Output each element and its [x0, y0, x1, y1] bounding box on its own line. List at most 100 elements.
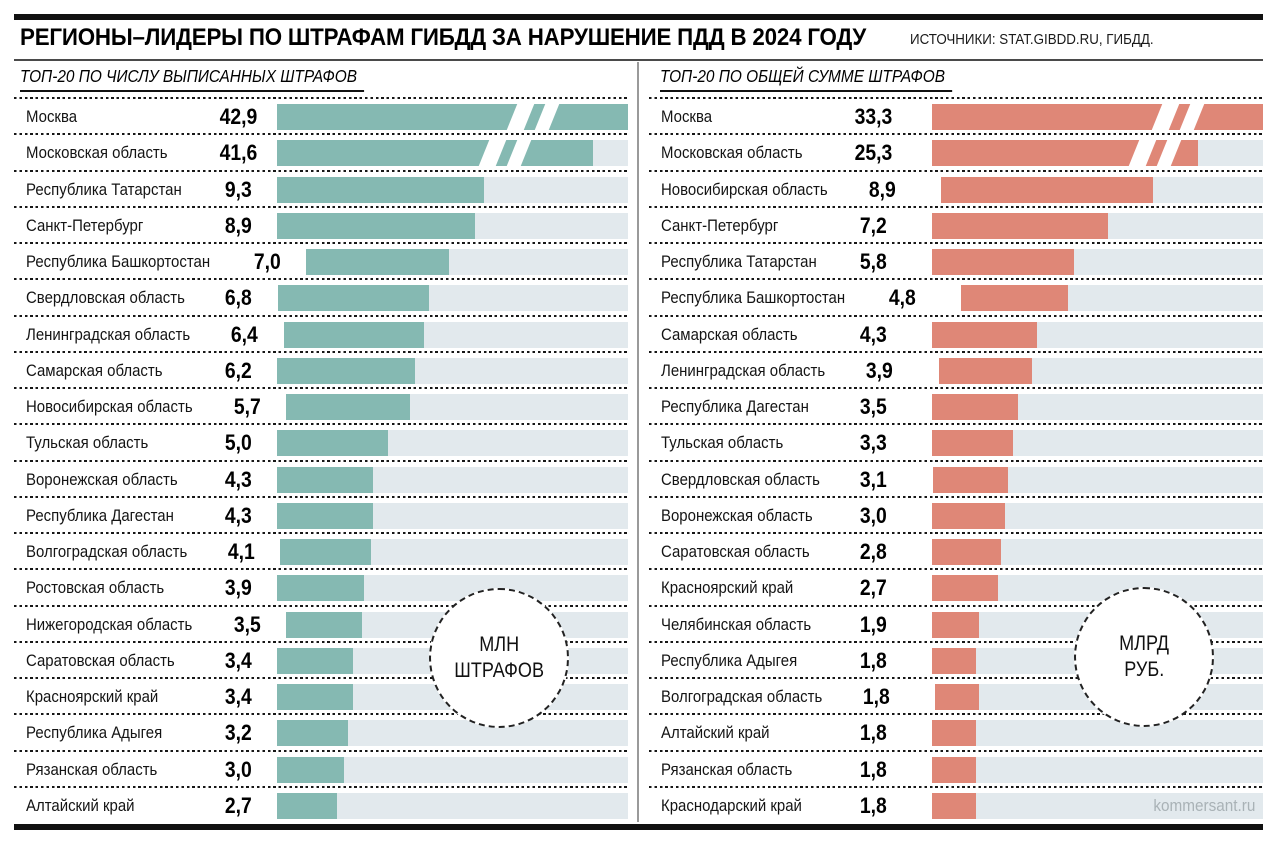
- row-band: Самарская область 4,3: [649, 321, 1263, 348]
- left-unit-line-2: ШТРАФОВ: [454, 659, 544, 682]
- table-row: Алтайский край 1,8: [649, 710, 1263, 747]
- right-unit-line-2: РУБ.: [1123, 658, 1164, 681]
- bar-track: [932, 792, 1263, 819]
- value-label: 1,8: [859, 647, 887, 673]
- region-label: Красноярский край: [661, 578, 794, 598]
- row-band: Новосибирская область 8,9: [649, 176, 1263, 203]
- bar: [277, 720, 349, 747]
- row-band: Свердловская область 3,1: [649, 466, 1263, 493]
- table-row: Самарская область 6,2: [14, 348, 628, 384]
- bar-track: [277, 430, 628, 457]
- region-label: Самарская область: [661, 324, 798, 344]
- region-label: Республика Башкортостан: [661, 288, 846, 308]
- region-label: Ленинградская область: [26, 324, 191, 344]
- value-label: 6,4: [231, 321, 259, 347]
- bar-track: [932, 430, 1263, 457]
- region-label: Красноярский край: [26, 687, 159, 706]
- table-row: Волгоградская область 4,1: [14, 529, 628, 565]
- site-credit-text[interactable]: kommersant.ru: [1152, 796, 1255, 815]
- row-separator-dashed-line: [649, 459, 1263, 462]
- bar: [277, 502, 373, 529]
- bar: [285, 611, 363, 638]
- row-separator-dashed-line: [649, 387, 1263, 389]
- row-band: Москва 33,3: [649, 104, 1263, 130]
- top-frame-bar: [14, 14, 1263, 20]
- bar-track: [932, 140, 1263, 167]
- table-row: Республика Башкортостан 4,8: [649, 275, 1263, 312]
- value-label: 3,4: [224, 684, 252, 709]
- row-band: Свердловская область 6,8: [14, 285, 628, 312]
- value-label: 2,8: [859, 539, 887, 564]
- row-separator-dashed-line: [649, 532, 1263, 534]
- row-band: Московская область 25,3: [649, 140, 1263, 167]
- table-row: Санкт-Петербург 8,9: [14, 203, 628, 239]
- table-row: Рязанская область 3,0: [14, 747, 628, 783]
- table-row: Санкт-Петербург 7,2: [649, 203, 1263, 239]
- bar: [277, 430, 389, 457]
- region-label: Санкт-Петербург: [26, 215, 144, 235]
- bar: [306, 249, 450, 275]
- row-separator-dashed-line: [649, 314, 1263, 317]
- value-label: 9,3: [224, 176, 252, 202]
- bar-track: [932, 212, 1263, 239]
- table-row: Свердловская область 3,1: [649, 457, 1263, 493]
- value-label: 5,0: [224, 430, 252, 456]
- bar-track: [277, 575, 628, 602]
- region-label: Республика Адыгея: [26, 723, 163, 743]
- bar-track: [277, 285, 628, 312]
- bar-track: [277, 212, 628, 239]
- table-row: Воронежская область 3,0: [649, 493, 1263, 529]
- row-separator-dashed-line: [649, 350, 1263, 353]
- row-separator-dashed-line: [14, 713, 628, 716]
- bar-track: [306, 249, 628, 275]
- bar: [932, 611, 979, 638]
- bar: [932, 430, 1013, 457]
- row-separator-dashed-line: [14, 314, 628, 317]
- bar: [277, 176, 485, 203]
- value-label: 7,0: [253, 249, 281, 274]
- region-label: Рязанская область: [26, 759, 158, 779]
- bar-track: [277, 357, 628, 384]
- value-label: 4,3: [224, 466, 252, 492]
- table-row: Краснодарский край 1,8: [649, 783, 1263, 819]
- region-label: Московская область: [26, 143, 168, 163]
- table-row: Красноярский край 2,7: [649, 565, 1263, 602]
- row-separator-dashed-line: [14, 677, 628, 679]
- region-label: Новосибирская область: [661, 179, 828, 199]
- value-label: 6,8: [225, 285, 253, 311]
- row-separator-dashed-line: [14, 785, 628, 788]
- bar-track: [932, 249, 1263, 275]
- region-label: Республика Дагестан: [661, 397, 809, 416]
- row-separator-dashed-line: [649, 423, 1263, 426]
- bar: [932, 756, 977, 783]
- bar-track: [932, 539, 1263, 565]
- value-label: 1,8: [859, 792, 887, 818]
- value-label: 1,9: [859, 611, 887, 637]
- row-band: Республика Татарстан 9,3: [14, 176, 628, 203]
- bar: [932, 539, 1001, 565]
- table-row: Ростовская область 3,9: [14, 565, 628, 602]
- row-separator-dashed-line: [14, 278, 628, 281]
- bar: [277, 575, 364, 602]
- row-band: Ростовская область 3,9: [14, 575, 628, 602]
- region-label: Республика Башкортостан: [26, 252, 211, 271]
- value-label: 4,1: [227, 539, 255, 564]
- region-label: Тульская область: [661, 433, 784, 453]
- bar-track: [938, 357, 1263, 384]
- row-band: Тульская область 5,0: [14, 430, 628, 457]
- bar: [932, 104, 1263, 130]
- axis-break-mark: [478, 140, 532, 167]
- header: РЕГИОНЫ–ЛИДЕРЫ ПО ШТРАФАМ ГИБДД ЗА НАРУШ…: [20, 24, 1260, 56]
- bar: [277, 647, 353, 674]
- bar: [277, 792, 338, 819]
- row-separator-dashed-line: [14, 242, 628, 244]
- value-label: 2,7: [859, 575, 887, 601]
- region-label: Волгоградская область: [661, 687, 823, 706]
- site-credit[interactable]: kommersant.ru: [1000, 796, 1255, 816]
- value-label: 1,8: [859, 720, 887, 746]
- row-band: Республика Дагестан 3,5: [649, 394, 1263, 420]
- row-separator-dashed-line: [14, 205, 628, 208]
- bar-track: [932, 104, 1263, 130]
- bar-track: [932, 466, 1263, 493]
- bar: [277, 684, 353, 710]
